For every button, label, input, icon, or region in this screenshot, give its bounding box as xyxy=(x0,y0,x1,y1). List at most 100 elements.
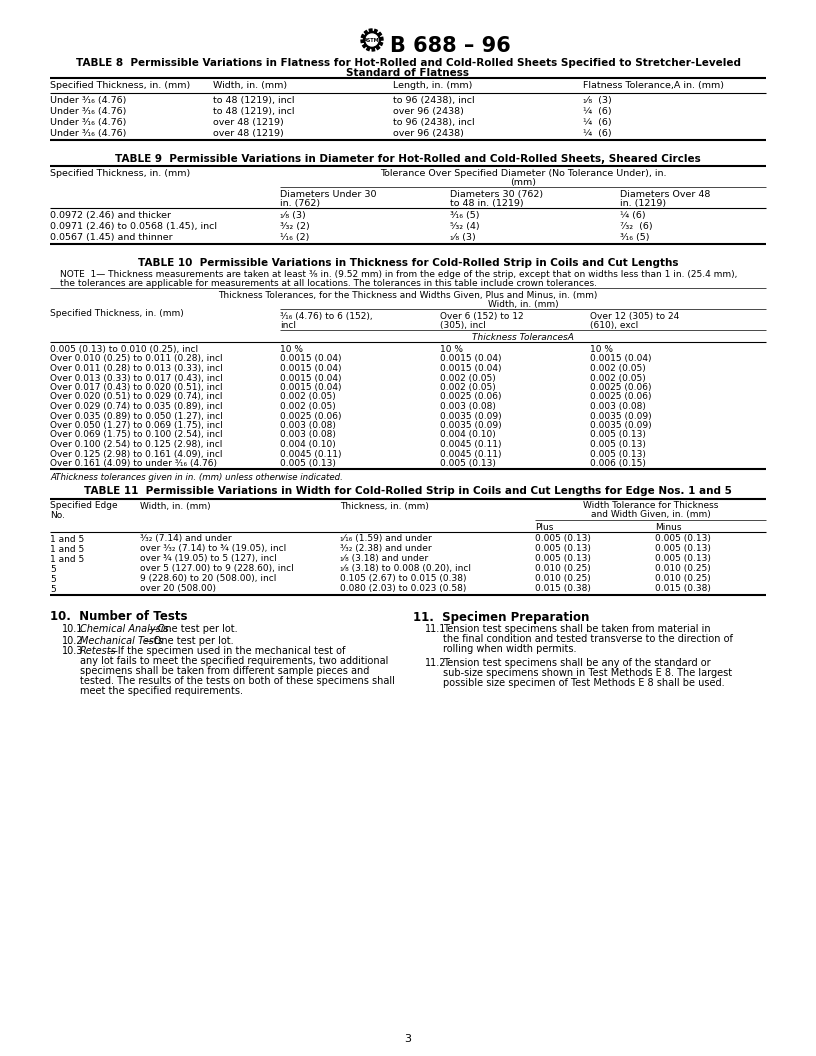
Text: Standard of Flatness: Standard of Flatness xyxy=(347,68,469,78)
Text: 0.005 (0.13): 0.005 (0.13) xyxy=(535,545,591,553)
Text: 0.080 (2.03) to 0.023 (0.58): 0.080 (2.03) to 0.023 (0.58) xyxy=(340,585,467,593)
Text: Over 6 (152) to 12: Over 6 (152) to 12 xyxy=(440,312,524,321)
Text: ³⁄₁₆ (5): ³⁄₁₆ (5) xyxy=(620,233,650,242)
Text: Over 0.035 (0.89) to 0.050 (1.27), incl: Over 0.035 (0.89) to 0.050 (1.27), incl xyxy=(50,412,223,420)
Text: Tension test specimens shall be taken from material in: Tension test specimens shall be taken fr… xyxy=(443,624,711,635)
Text: Chemical Analysis: Chemical Analysis xyxy=(80,624,169,635)
Text: over ¾ (19.05) to 5 (127), incl: over ¾ (19.05) to 5 (127), incl xyxy=(140,554,277,564)
Text: 0.005 (0.13): 0.005 (0.13) xyxy=(655,554,711,564)
Text: Over 0.010 (0.25) to 0.011 (0.28), incl: Over 0.010 (0.25) to 0.011 (0.28), incl xyxy=(50,355,223,363)
Text: 0.005 (0.13): 0.005 (0.13) xyxy=(590,450,646,458)
Text: 0.006 (0.15): 0.006 (0.15) xyxy=(590,459,646,468)
Text: ¼ (6): ¼ (6) xyxy=(620,211,645,220)
Text: Over 0.161 (4.09) to under ³⁄₁₆ (4.76): Over 0.161 (4.09) to under ³⁄₁₆ (4.76) xyxy=(50,459,217,468)
Text: ³⁄₃₂ (2.38) and under: ³⁄₃₂ (2.38) and under xyxy=(340,545,432,553)
Text: 0.0025 (0.06): 0.0025 (0.06) xyxy=(590,393,651,401)
Text: specimens shall be taken from different sample pieces and: specimens shall be taken from different … xyxy=(80,666,370,677)
Text: 0.015 (0.38): 0.015 (0.38) xyxy=(535,585,591,593)
Text: 10.2: 10.2 xyxy=(62,636,83,645)
Text: Flatness Tolerance,A in. (mm): Flatness Tolerance,A in. (mm) xyxy=(583,81,724,90)
Text: 0.0015 (0.04): 0.0015 (0.04) xyxy=(440,364,502,373)
Text: Specified Edge: Specified Edge xyxy=(50,502,118,510)
Text: ₁⁄₈ (3): ₁⁄₈ (3) xyxy=(450,233,476,242)
Text: 5: 5 xyxy=(50,574,55,584)
Text: to 96 (2438), incl: to 96 (2438), incl xyxy=(393,96,475,105)
Text: Retests: Retests xyxy=(80,646,117,657)
Text: TABLE 8  Permissible Variations in Flatness for Hot-Rolled and Cold-Rolled Sheet: TABLE 8 Permissible Variations in Flatne… xyxy=(76,58,740,68)
Text: meet the specified requirements.: meet the specified requirements. xyxy=(80,686,243,697)
Text: Mechanical Tests: Mechanical Tests xyxy=(80,636,163,645)
Text: 0.010 (0.25): 0.010 (0.25) xyxy=(655,574,711,584)
Text: 0.005 (0.13): 0.005 (0.13) xyxy=(535,534,591,544)
Text: Over 0.125 (2.98) to 0.161 (4.09), incl: Over 0.125 (2.98) to 0.161 (4.09), incl xyxy=(50,450,223,458)
Text: 0.004 (0.10): 0.004 (0.10) xyxy=(440,431,496,439)
Text: Width, in. (mm): Width, in. (mm) xyxy=(140,502,211,510)
Text: 0.0025 (0.06): 0.0025 (0.06) xyxy=(280,412,342,420)
Text: Over 0.011 (0.28) to 0.013 (0.33), incl: Over 0.011 (0.28) to 0.013 (0.33), incl xyxy=(50,364,223,373)
Text: 0.005 (0.13): 0.005 (0.13) xyxy=(590,440,646,449)
Text: over 5 (127.00) to 9 (228.60), incl: over 5 (127.00) to 9 (228.60), incl xyxy=(140,565,294,573)
Text: 0.0971 (2.46) to 0.0568 (1.45), incl: 0.0971 (2.46) to 0.0568 (1.45), incl xyxy=(50,222,217,231)
Text: ³⁄₁₆ (5): ³⁄₁₆ (5) xyxy=(450,211,480,220)
Text: 0.010 (0.25): 0.010 (0.25) xyxy=(655,565,711,573)
Text: No.: No. xyxy=(50,510,65,520)
Text: ¹⁄₁₆ (2): ¹⁄₁₆ (2) xyxy=(280,233,309,242)
Text: 0.105 (2.67) to 0.015 (0.38): 0.105 (2.67) to 0.015 (0.38) xyxy=(340,574,467,584)
Text: Thickness, in. (mm): Thickness, in. (mm) xyxy=(340,502,429,510)
Text: to 48 (1219), incl: to 48 (1219), incl xyxy=(213,107,295,116)
Text: rolling when width permits.: rolling when width permits. xyxy=(443,644,576,655)
Text: over ³⁄₃₂ (7.14) to ¾ (19.05), incl: over ³⁄₃₂ (7.14) to ¾ (19.05), incl xyxy=(140,545,286,553)
Text: Over 0.020 (0.51) to 0.029 (0.74), incl: Over 0.020 (0.51) to 0.029 (0.74), incl xyxy=(50,393,223,401)
Text: NOTE  1— Thickness measurements are taken at least ³⁄₈ in. (9.52 mm) in from the: NOTE 1— Thickness measurements are taken… xyxy=(60,270,738,279)
Text: ₁⁄₁₆ (1.59) and under: ₁⁄₁₆ (1.59) and under xyxy=(340,534,432,544)
Text: Under ³⁄₁₆ (4.76): Under ³⁄₁₆ (4.76) xyxy=(50,129,126,138)
Text: tested. The results of the tests on both of these specimens shall: tested. The results of the tests on both… xyxy=(80,677,395,686)
Text: 0.003 (0.08): 0.003 (0.08) xyxy=(590,402,646,411)
Text: 1 and 5: 1 and 5 xyxy=(50,545,84,553)
Text: ASTM: ASTM xyxy=(364,38,379,42)
Text: in. (1219): in. (1219) xyxy=(620,199,666,208)
Text: 0.0045 (0.11): 0.0045 (0.11) xyxy=(440,450,502,458)
Text: 0.0035 (0.09): 0.0035 (0.09) xyxy=(440,421,502,430)
Text: over 96 (2438): over 96 (2438) xyxy=(393,129,463,138)
Text: ³⁄₃₂ (7.14) and under: ³⁄₃₂ (7.14) and under xyxy=(140,534,232,544)
Text: 0.002 (0.05): 0.002 (0.05) xyxy=(280,402,335,411)
Text: 0.010 (0.25): 0.010 (0.25) xyxy=(535,574,591,584)
Text: TABLE 11  Permissible Variations in Width for Cold-Rolled Strip in Coils and Cut: TABLE 11 Permissible Variations in Width… xyxy=(84,487,732,496)
Text: possible size specimen of Test Methods E 8 shall be used.: possible size specimen of Test Methods E… xyxy=(443,679,725,689)
Circle shape xyxy=(366,34,378,46)
Text: over 48 (1219): over 48 (1219) xyxy=(213,118,284,127)
Text: to 48 in. (1219): to 48 in. (1219) xyxy=(450,199,524,208)
Text: ³⁄₃₂ (2): ³⁄₃₂ (2) xyxy=(280,222,310,231)
Text: ⁵⁄₃₂ (4): ⁵⁄₃₂ (4) xyxy=(450,222,480,231)
Text: 0.002 (0.05): 0.002 (0.05) xyxy=(440,374,496,382)
Text: Width Tolerance for Thickness: Width Tolerance for Thickness xyxy=(583,502,718,510)
Text: Specified Thickness, in. (mm): Specified Thickness, in. (mm) xyxy=(50,309,184,318)
Text: —If the specimen used in the mechanical test of: —If the specimen used in the mechanical … xyxy=(108,646,345,657)
Text: ₁⁄₈ (3.18) and under: ₁⁄₈ (3.18) and under xyxy=(340,554,428,564)
Text: 3: 3 xyxy=(405,1034,411,1044)
Text: 0.0045 (0.11): 0.0045 (0.11) xyxy=(440,440,502,449)
Text: Tension test specimens shall be any of the standard or: Tension test specimens shall be any of t… xyxy=(443,659,711,668)
Text: 0.005 (0.13): 0.005 (0.13) xyxy=(440,459,496,468)
Text: 0.004 (0.10): 0.004 (0.10) xyxy=(280,440,335,449)
Text: 0.0015 (0.04): 0.0015 (0.04) xyxy=(590,355,651,363)
Text: over 20 (508.00): over 20 (508.00) xyxy=(140,585,216,593)
Text: 10 %: 10 % xyxy=(590,345,613,354)
Text: Over 12 (305) to 24: Over 12 (305) to 24 xyxy=(590,312,679,321)
Text: ³⁄₁₆ (4.76) to 6 (152),: ³⁄₁₆ (4.76) to 6 (152), xyxy=(280,312,373,321)
Text: B 688 – 96: B 688 – 96 xyxy=(390,36,511,56)
Text: the tolerances are applicable for measurements at all locations. The tolerances : the tolerances are applicable for measur… xyxy=(60,279,597,288)
Text: Tolerance Over Specified Diameter (No Tolerance Under), in.: Tolerance Over Specified Diameter (No To… xyxy=(379,169,666,178)
Text: Over 0.100 (2.54) to 0.125 (2.98), incl: Over 0.100 (2.54) to 0.125 (2.98), incl xyxy=(50,440,223,449)
Text: Thickness TolerancesA: Thickness TolerancesA xyxy=(472,333,574,342)
Text: 0.0035 (0.09): 0.0035 (0.09) xyxy=(590,421,652,430)
Text: AThickness tolerances given in in. (mm) unless otherwise indicated.: AThickness tolerances given in in. (mm) … xyxy=(50,472,343,482)
Text: 0.002 (0.05): 0.002 (0.05) xyxy=(590,364,645,373)
Text: 0.0972 (2.46) and thicker: 0.0972 (2.46) and thicker xyxy=(50,211,171,220)
Text: Over 0.013 (0.33) to 0.017 (0.43), incl: Over 0.013 (0.33) to 0.017 (0.43), incl xyxy=(50,374,223,382)
Text: 0.002 (0.05): 0.002 (0.05) xyxy=(280,393,335,401)
Text: 0.0015 (0.04): 0.0015 (0.04) xyxy=(280,364,342,373)
Text: 0.0015 (0.04): 0.0015 (0.04) xyxy=(440,355,502,363)
Text: 0.005 (0.13): 0.005 (0.13) xyxy=(280,459,336,468)
